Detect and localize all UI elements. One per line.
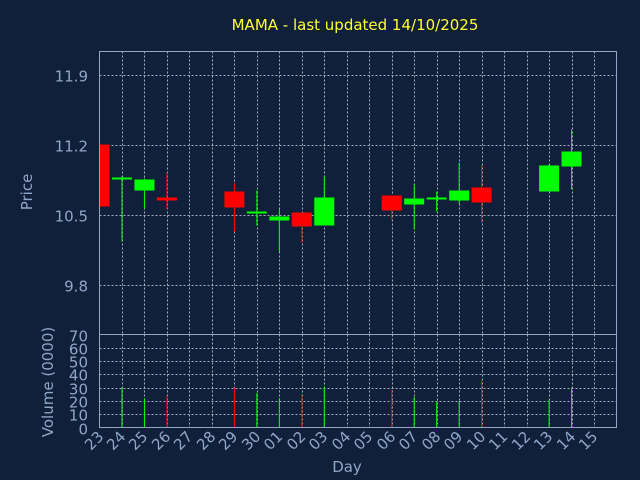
candle-body xyxy=(246,211,267,214)
candle-body xyxy=(539,165,560,192)
volume-y-tick-label: 60 xyxy=(69,341,88,359)
volume-panel-frame xyxy=(99,334,617,428)
price-panel-frame xyxy=(99,51,617,335)
candle-body xyxy=(269,216,290,221)
price-y-ticks: 9.8 10.5 11.2 11.9 xyxy=(55,68,88,296)
candle-body xyxy=(134,179,155,191)
price-y-tick-label: 11.9 xyxy=(55,68,88,86)
x-tick-label: 15 xyxy=(575,428,601,454)
volume-y-tick-label: 50 xyxy=(69,354,88,372)
chart-title: MAMA - last updated 14/10/2025 xyxy=(232,16,479,34)
price-y-tick-label: 11.2 xyxy=(55,138,88,156)
price-panel: 9.8 10.5 11.2 11.9 Price xyxy=(18,51,617,335)
candle-body xyxy=(314,197,335,226)
price-axis-label: Price xyxy=(18,174,36,211)
candle-body xyxy=(381,195,402,211)
x-axis-label: Day xyxy=(332,458,362,476)
candle-body xyxy=(99,144,110,207)
candle-body xyxy=(111,177,132,180)
x-ticks: 2324252627282930010203040506070809101112… xyxy=(81,428,601,454)
candle-body xyxy=(291,212,312,227)
candle-body xyxy=(404,198,425,205)
price-y-tick-label: 10.5 xyxy=(55,208,88,226)
volume-y-tick-label: 10 xyxy=(69,407,88,425)
candle-body xyxy=(156,197,177,201)
candle-body xyxy=(471,187,492,203)
price-gridlines xyxy=(99,51,617,335)
volume-y-tick-label: 0 xyxy=(78,421,88,439)
volume-y-tick-label: 30 xyxy=(69,381,88,399)
candle-body xyxy=(561,151,582,167)
volume-gridlines xyxy=(99,334,617,428)
price-y-tick-label: 9.8 xyxy=(64,278,88,296)
candle-body xyxy=(224,191,245,208)
volume-y-tick-label: 20 xyxy=(69,394,88,412)
volume-y-tick-label: 40 xyxy=(69,367,88,385)
volume-y-tick-label: 70 xyxy=(69,328,88,346)
volume-axis-label: Volume (0000) xyxy=(39,327,57,437)
candle-body xyxy=(426,197,447,200)
candles-group xyxy=(99,129,582,252)
volume-bars-group xyxy=(121,379,573,428)
candle-body xyxy=(449,190,470,201)
